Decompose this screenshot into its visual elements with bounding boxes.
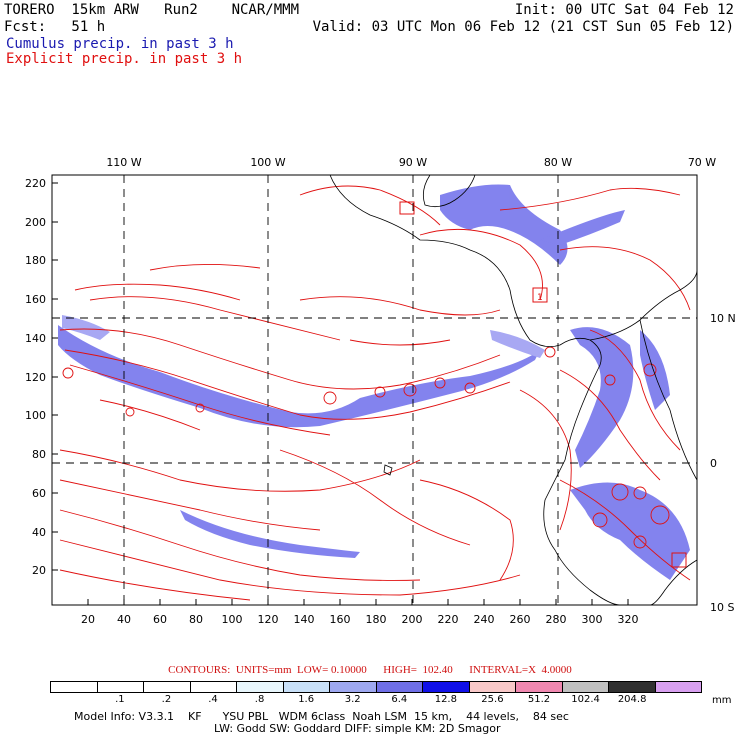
y-label: 60 <box>32 487 46 500</box>
model-info-line1: Model Info: V3.3.1 KF YSU PBL WDM 6class… <box>74 710 569 723</box>
station-markers <box>399 201 687 568</box>
x-label: 280 <box>546 613 567 626</box>
y-label: 200 <box>25 216 46 229</box>
x-label: 260 <box>510 613 531 626</box>
left-grid-labels: 220 200 180 160 140 120 100 80 60 40 20 <box>25 177 46 577</box>
model-info: Model Info: V3.3.1 KF YSU PBL WDM 6class… <box>74 711 569 735</box>
y-label: 120 <box>25 371 46 384</box>
lat-label-10s: 10 S <box>710 601 734 614</box>
colorbar-cell <box>51 682 98 692</box>
colorbar-cell <box>609 682 656 692</box>
precip-colorbar <box>50 681 702 693</box>
y-label: 160 <box>25 293 46 306</box>
colorbar-cell <box>562 682 609 692</box>
colorbar-cell <box>516 682 563 692</box>
x-label: 80 <box>189 613 203 626</box>
lat-lon-grid <box>52 175 697 605</box>
x-label: 300 <box>582 613 603 626</box>
colorbar-label: 51.2 <box>527 694 551 705</box>
colorbar-cell <box>237 682 284 692</box>
colorbar-label: 102.4 <box>571 694 600 705</box>
colorbar-cell <box>376 682 423 692</box>
colorbar-unit: mm <box>712 695 732 706</box>
top-longitude-labels: 110 W 100 W 90 W 80 W 70 W <box>106 156 716 169</box>
colorbar-cell <box>190 682 237 692</box>
precip-map: 1 110 W 100 W 90 W 80 W 70 W 220 200 180… <box>25 156 736 626</box>
y-label: 140 <box>25 332 46 345</box>
y-label: 40 <box>32 526 46 539</box>
colorbar-label: 204.8 <box>617 694 647 705</box>
contour-info: CONTOURS: UNITS=mm LOW= 0.10000 HIGH= 10… <box>168 664 572 676</box>
lon-label-80w: 80 W <box>544 156 572 169</box>
lat-label-0: 0 <box>710 457 717 470</box>
colorbar-label: 3.2 <box>344 694 361 705</box>
y-label: 100 <box>25 409 46 422</box>
title-line: TORERO 15km ARW Run2 NCAR/MMM <box>4 2 300 18</box>
colorbar-label: .1 <box>115 694 125 705</box>
x-label: 180 <box>366 613 387 626</box>
x-label: 320 <box>618 613 639 626</box>
colorbar-label: 6.4 <box>391 694 408 705</box>
x-label: 100 <box>222 613 243 626</box>
colorbar-cell <box>144 682 191 692</box>
lon-label-90w: 90 W <box>399 156 427 169</box>
colorbar-label: .4 <box>208 694 218 705</box>
coastlines <box>329 175 697 605</box>
lon-label-100w: 100 W <box>250 156 285 169</box>
x-label: 240 <box>474 613 495 626</box>
right-latitude-labels: 10 N 0 10 S <box>710 312 736 614</box>
colorbar-labels: .1 .2 .4 .8 1.6 3.2 6.4 12.8 25.6 51.2 102.4 204.8 <box>50 694 702 708</box>
y-label: 20 <box>32 564 46 577</box>
x-label: 140 <box>294 613 315 626</box>
colorbar-cell <box>655 682 701 692</box>
bottom-grid-labels: 20 40 60 80 100 120 140 160 180 200 220 … <box>81 613 639 626</box>
colorbar-cell <box>423 682 470 692</box>
x-label: 120 <box>258 613 279 626</box>
frame-ticks <box>52 182 629 605</box>
init-time: Init: 00 UTC Sat 04 Feb 12 <box>514 2 734 18</box>
lat-label-10n: 10 N <box>710 312 736 325</box>
colorbar-cell <box>469 682 516 692</box>
lon-label-110w: 110 W <box>106 156 141 169</box>
valid-time: Valid: 03 UTC Mon 06 Feb 12 (21 CST Sun … <box>312 19 734 35</box>
y-label: 80 <box>32 448 46 461</box>
colorbar-label: 1.6 <box>298 694 315 705</box>
x-label: 200 <box>402 613 423 626</box>
y-label: 180 <box>25 254 46 267</box>
x-label: 40 <box>117 613 131 626</box>
x-label: 220 <box>438 613 459 626</box>
explicit-precip-contours <box>59 185 691 601</box>
forecast-hour: Fcst: 51 h <box>4 19 106 35</box>
station-marker-label: 1 <box>537 293 543 303</box>
lon-label-70w: 70 W <box>688 156 716 169</box>
colorbar-cell <box>283 682 330 692</box>
colorbar-label: .8 <box>254 694 265 705</box>
model-info-line2: LW: Godd SW: Goddard DIFF: simple KM: 2D… <box>214 722 501 735</box>
explicit-precip-label: Explicit precip. in past 3 h <box>6 51 243 67</box>
x-label: 20 <box>81 613 95 626</box>
cumulus-precip-label: Cumulus precip. in past 3 h <box>6 36 234 52</box>
colorbar-label: 12.8 <box>434 694 457 705</box>
x-label: 60 <box>153 613 167 626</box>
colorbar-label: .2 <box>161 694 172 705</box>
x-label: 160 <box>330 613 351 626</box>
colorbar-label: 25.6 <box>481 694 504 705</box>
colorbar-cell <box>97 682 144 692</box>
colorbar-cell <box>330 682 377 692</box>
y-label: 220 <box>25 177 46 190</box>
